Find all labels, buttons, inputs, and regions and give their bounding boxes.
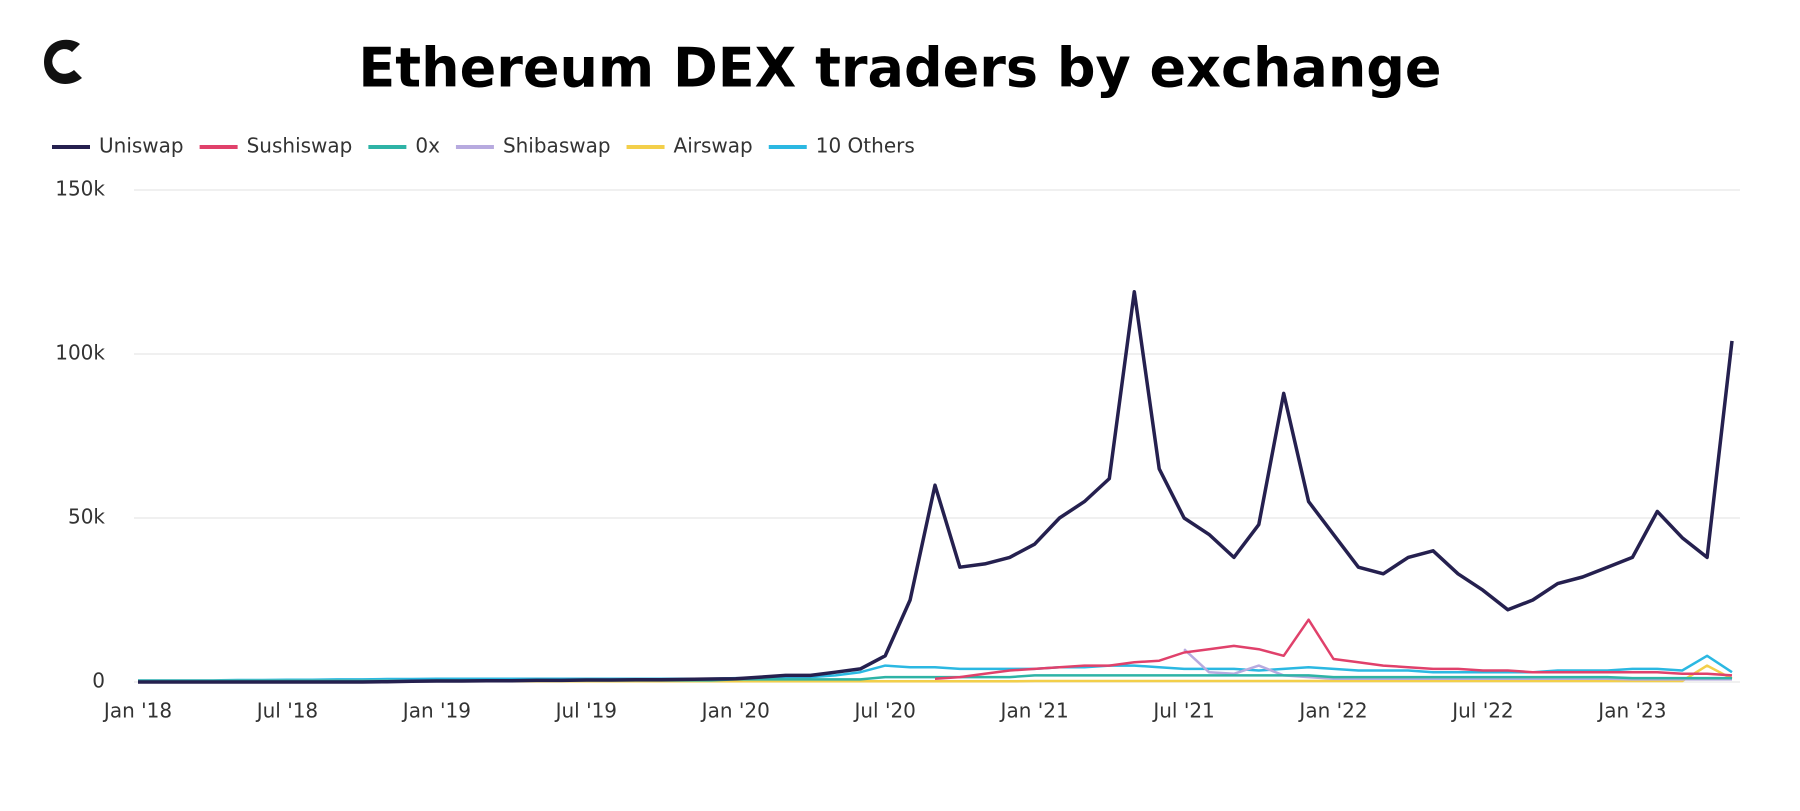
legend-label: Sushiswap: [247, 134, 353, 158]
x-tick-label: Jan '19: [401, 699, 471, 723]
legend-label: Airswap: [674, 134, 753, 158]
x-tick-label: Jul '20: [852, 699, 915, 723]
legend-label: 10 Others: [816, 134, 915, 158]
x-tick-label: Jul '18: [255, 699, 318, 723]
x-tick-label: Jan '23: [1596, 699, 1666, 723]
chart-title: Ethereum DEX traders by exchange: [358, 37, 1441, 100]
y-tick-label: 150k: [55, 177, 105, 201]
y-tick-label: 100k: [55, 341, 105, 365]
y-tick-label: 0: [92, 669, 105, 693]
series-line: [934, 618, 1733, 680]
x-tick-label: Jul '19: [554, 699, 617, 723]
x-tick-label: Jul '21: [1151, 699, 1214, 723]
series-line: [138, 654, 1733, 682]
logo: [44, 39, 82, 84]
x-tick-label: Jan '18: [102, 699, 172, 723]
x-tick-label: Jan '21: [999, 699, 1069, 723]
logo-mark: [44, 39, 82, 84]
x-tick-label: Jul '22: [1450, 699, 1513, 723]
y-tick-label: 50k: [68, 505, 105, 529]
series-line: [138, 289, 1734, 684]
x-tick-label: Jan '22: [1297, 699, 1367, 723]
series-line: [1183, 648, 1732, 681]
x-tick-label: Jan '20: [700, 699, 770, 723]
legend-label: Uniswap: [99, 134, 184, 158]
legend-label: 0x: [415, 134, 440, 158]
legend-label: Shibaswap: [503, 134, 611, 158]
